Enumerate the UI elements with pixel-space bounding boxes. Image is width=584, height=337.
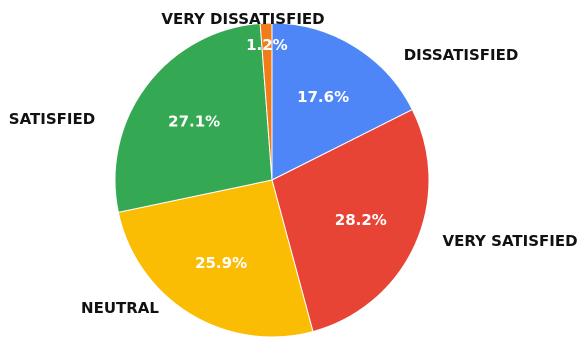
- value-label-neutral: 25.9%: [195, 254, 247, 272]
- category-label-very-satisfied: VERY SATISFIED: [442, 232, 577, 250]
- pie-slice-very-satisfied: [271, 108, 430, 333]
- value-label-very-dissatisfied: 1.2%: [246, 36, 288, 54]
- value-label-very-satisfied: 28.2%: [335, 211, 387, 229]
- category-label-very-dissatisfied: VERY DISSATISFIED: [161, 10, 324, 28]
- pie-slices: [114, 22, 430, 337]
- category-label-dissatisfied: DISSATISFIED: [404, 46, 519, 64]
- pie-slice-neutral: [117, 179, 314, 337]
- pie-slice-dissatisfied: [271, 22, 414, 181]
- category-label-satisfied: SATISFIED: [9, 110, 95, 128]
- pie-category-labels: DISSATISFIED VERY SATISFIED NEUTRAL SATI…: [9, 10, 578, 317]
- category-label-neutral: NEUTRAL: [81, 299, 159, 317]
- pie-value-labels: 17.6% 28.2% 25.9% 27.1% 1.2%: [168, 36, 387, 272]
- value-label-satisfied: 27.1%: [168, 113, 220, 131]
- pie-slice-satisfied: [114, 22, 273, 213]
- pie-slice-very-dissatisfied: [259, 22, 273, 181]
- value-label-dissatisfied: 17.6%: [297, 88, 349, 106]
